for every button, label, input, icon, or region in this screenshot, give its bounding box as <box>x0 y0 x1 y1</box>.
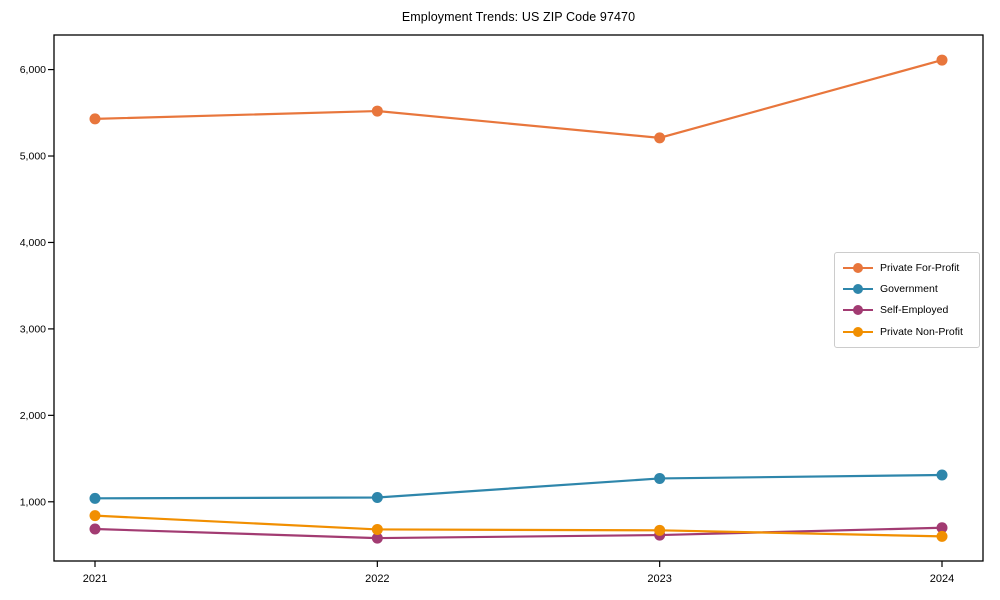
series-line-private-for-profit <box>94 59 943 139</box>
data-point-private-for-profit <box>89 113 101 125</box>
data-point-private-for-profit <box>371 105 383 117</box>
legend-item-self-employed: Self-Employed <box>843 300 973 321</box>
data-point-private-non-profit <box>371 523 383 535</box>
data-point-self-employed <box>89 523 101 535</box>
legend-item-government: Government <box>843 278 973 299</box>
legend-sample-dot <box>853 262 863 273</box>
legend-item-label: Government <box>880 283 938 296</box>
legend-marker-icon <box>843 284 873 295</box>
data-point-self-employed <box>936 522 948 534</box>
legend: Private For-Profit Government Self-Employe… <box>834 252 980 348</box>
data-point-government <box>654 472 666 484</box>
legend-item-private-for-profit: Private For-Profit <box>843 257 973 278</box>
x-tick-label: 2024 <box>930 573 954 585</box>
legend-sample-dot <box>853 305 863 316</box>
data-point-private-non-profit <box>936 530 948 542</box>
data-point-government <box>936 469 948 481</box>
legend-item-label: Private Non-Profit <box>880 325 963 338</box>
data-point-private-non-profit <box>89 510 101 522</box>
data-point-government <box>371 491 383 503</box>
legend-sample-dot <box>853 284 863 295</box>
data-point-government <box>89 492 101 504</box>
data-point-private-for-profit <box>936 54 948 66</box>
series-line-private-non-profit <box>94 514 943 538</box>
x-tick-label: 2023 <box>647 573 671 585</box>
legend-item-label: Self-Employed <box>880 304 949 317</box>
y-tick-label: 1,000 <box>20 496 46 508</box>
chart-title: Employment Trends: US ZIP Code 97470 <box>401 10 636 24</box>
data-point-self-employed <box>371 532 383 544</box>
series-line-government <box>94 473 943 500</box>
y-tick-label: 3,000 <box>20 323 46 335</box>
data-point-private-non-profit <box>654 524 666 536</box>
legend-marker-icon <box>843 305 873 316</box>
y-tick-label: 5,000 <box>20 151 46 163</box>
legend-sample-dot <box>853 326 863 337</box>
x-tick-label: 2022 <box>365 573 389 585</box>
legend-item-private-non-profit: Private Non-Profit <box>843 321 973 342</box>
y-tick-label: 6,000 <box>20 64 46 76</box>
legend-item-label: Private For-Profit <box>880 261 960 274</box>
y-tick-label: 4,000 <box>20 237 46 249</box>
data-point-private-for-profit <box>654 132 666 144</box>
axes-frame <box>53 34 984 562</box>
x-tick-label: 2021 <box>83 573 107 585</box>
legend-marker-icon <box>843 326 873 337</box>
series-line-self-employed <box>94 526 943 540</box>
y-tick-label: 2,000 <box>20 410 46 422</box>
legend-marker-icon <box>843 262 873 273</box>
